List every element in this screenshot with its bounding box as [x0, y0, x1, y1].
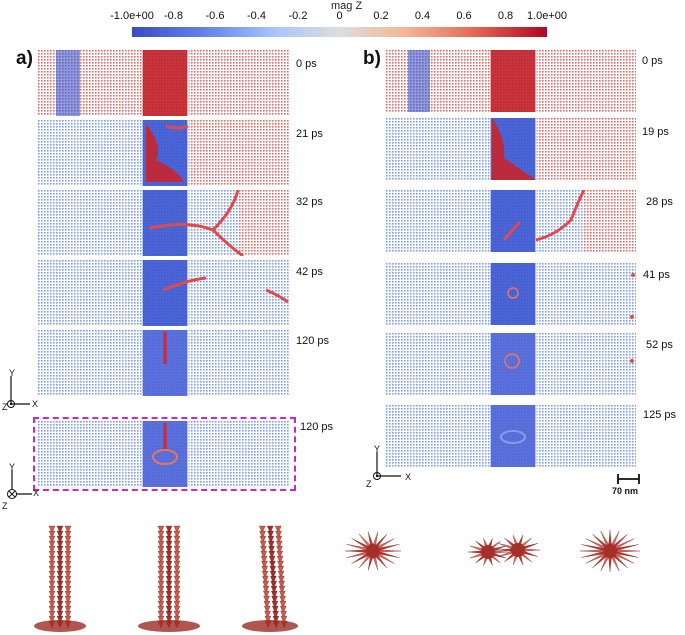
colorbar-tick: -0.4: [247, 10, 266, 22]
render-b-3: [579, 529, 641, 573]
time-b-4: 52 ps: [646, 339, 673, 351]
frame-a-4: [38, 330, 290, 396]
time-b-3: 41 ps: [643, 269, 670, 281]
axis-z-label: Z: [2, 402, 8, 412]
frame-a-1: [38, 120, 290, 186]
frame-b-4: [386, 333, 636, 395]
time-a-extra: 120 ps: [300, 421, 334, 433]
time-a-3: 42 ps: [296, 266, 323, 278]
axis-x-label: X: [32, 399, 39, 409]
colorbar-tick: 1.0e+00: [526, 10, 568, 22]
frame-b-3: [386, 263, 636, 325]
highlight-frame: [33, 417, 296, 491]
colorbar-tick: 0.8: [497, 10, 514, 22]
frame-b-2: [386, 190, 636, 252]
render-a-3: [242, 525, 298, 632]
panel-a-label: a): [16, 48, 33, 69]
colorbar: [132, 27, 547, 37]
colorbar-tick: 0.2: [373, 10, 389, 22]
time-b-1: 19 ps: [642, 126, 669, 138]
render-a-1: [34, 525, 86, 632]
time-b-5: 125 ps: [643, 409, 677, 421]
colorbar-tick: 0.4: [414, 10, 431, 22]
axis-z-label: Z: [366, 479, 372, 489]
axes-triad-a-top: [7, 376, 30, 408]
frame-b-1: [386, 118, 636, 180]
frame-a-extra: [38, 421, 290, 487]
scale-bar: [617, 474, 640, 484]
time-a-2: 32 ps: [296, 196, 323, 208]
scale-bar-label: 70 nm: [612, 486, 639, 496]
axis-x-label: X: [405, 472, 412, 482]
frame-b-0: [386, 50, 636, 112]
frame-a-2: [38, 190, 290, 256]
time-b-0: 0 ps: [642, 55, 663, 67]
frame-b-5: [386, 405, 636, 467]
panel-b-label: b): [363, 48, 381, 69]
axis-y-label: Y: [374, 444, 381, 454]
colorbar-tick: -1.0e+00: [110, 10, 154, 22]
render-b-2: [467, 534, 541, 566]
colorbar-tick: -0.6: [205, 10, 225, 22]
colorbar-tick: 0: [336, 10, 343, 22]
frame-a-0: [38, 50, 290, 116]
axes-triad-a-bottom: [7, 470, 32, 499]
time-b-2: 28 ps: [646, 196, 673, 208]
render-a-2: [138, 525, 200, 632]
time-a-4: 120 ps: [296, 335, 330, 347]
time-a-0: 0 ps: [296, 58, 317, 70]
colorbar-title: mag Z: [331, 0, 363, 12]
frame-a-3: [38, 260, 290, 326]
render-b-1: [344, 531, 402, 571]
time-a-1: 21 ps: [296, 128, 323, 140]
axes-triad-b: [373, 452, 401, 480]
axis-x-label: X: [33, 488, 40, 498]
axis-y-label: Y: [9, 462, 16, 472]
axis-y-label: Y: [9, 368, 16, 378]
colorbar-tick: -0.2: [288, 10, 308, 22]
colorbar-tick: -0.8: [164, 10, 183, 22]
axis-z-label: Z: [2, 501, 8, 511]
colorbar-tick: 0.6: [456, 10, 472, 22]
